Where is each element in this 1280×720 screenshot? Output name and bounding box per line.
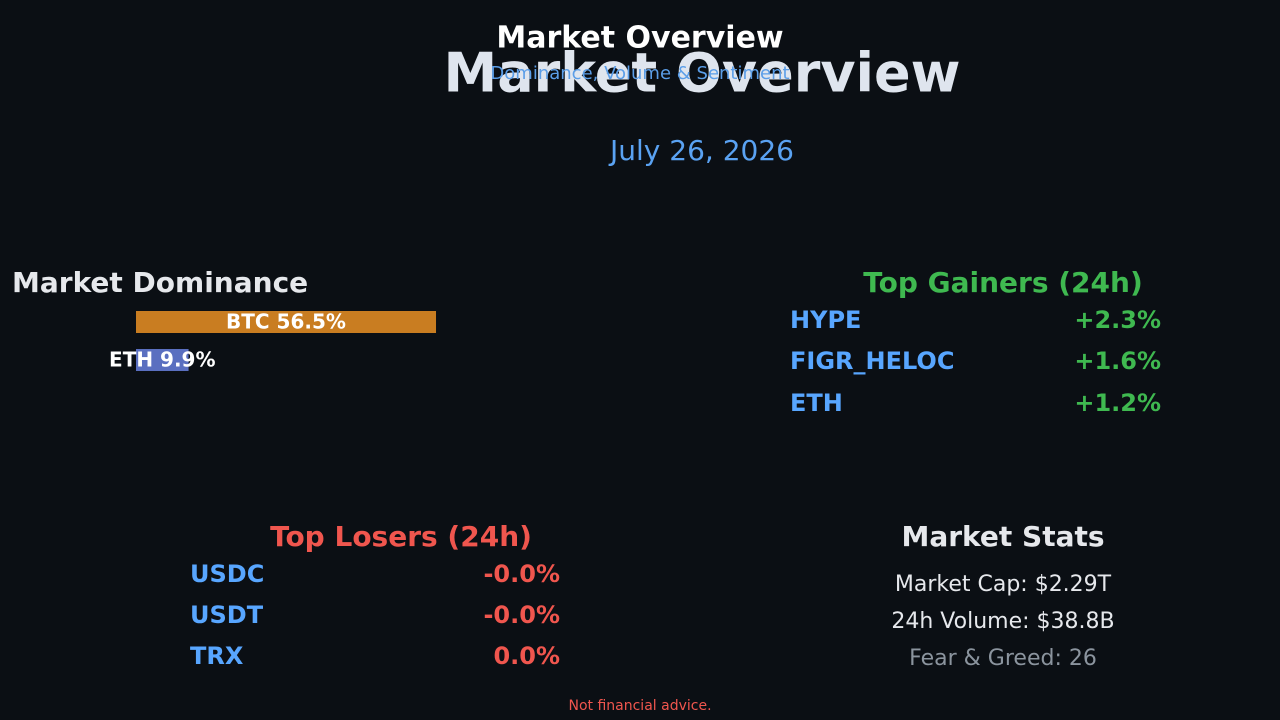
stat-line: Fear & Greed: 26 [909,646,1097,671]
page-title: Market Overview [496,21,783,56]
section-title: Market Stats [901,520,1104,553]
change: -0.0% [483,601,560,629]
symbol: FIGR_HELOC [790,347,954,375]
symbol: TRX [190,642,244,670]
change: +1.2% [1074,389,1161,417]
dominance-bar [136,311,437,333]
change: 0.0% [493,642,560,670]
change: -0.0% [483,560,560,588]
section-title: Top Losers (24h) [270,520,532,553]
page-subtitle: Dominance, Volume & Sentiment [490,63,789,84]
dominance-bar [136,349,189,371]
symbol: USDT [190,601,264,629]
stat-line: Market Cap: $2.29T [895,572,1112,597]
symbol: USDC [190,560,264,588]
change: +2.3% [1074,306,1161,334]
date: July 26, 2026 [608,134,794,167]
symbol: ETH [790,389,843,417]
banner-title: Market Overview [443,42,960,105]
symbol: HYPE [790,306,861,334]
section-title: Top Gainers (24h) [863,266,1143,299]
change: +1.6% [1074,347,1161,375]
section-title: Market Dominance [12,266,308,299]
bar-label: ETH 9.9% [109,348,215,372]
footer-note: Not financial advice. [568,698,711,714]
stat-line: 24h Volume: $38.8B [891,609,1114,634]
bar-label: BTC 56.5% [226,310,346,334]
